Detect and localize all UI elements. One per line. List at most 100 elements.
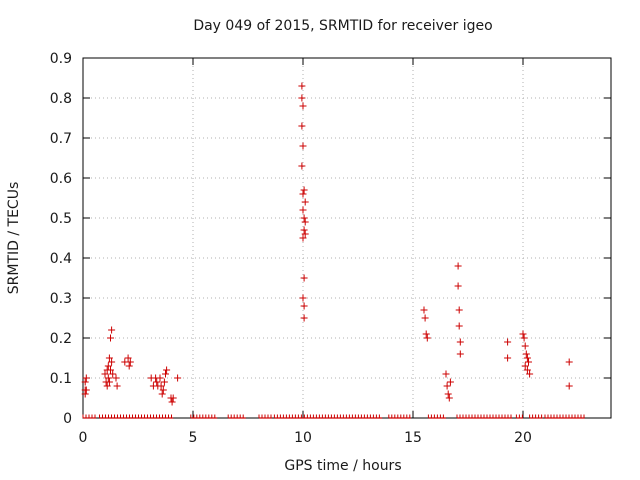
data-point bbox=[108, 358, 116, 366]
data-point bbox=[125, 362, 133, 370]
data-point bbox=[454, 262, 462, 270]
y-tick-label: 0.2 bbox=[50, 331, 72, 347]
data-point bbox=[82, 386, 90, 394]
y-tick-label: 0.4 bbox=[50, 251, 72, 267]
data-point bbox=[300, 186, 308, 194]
y-tick-label: 0.5 bbox=[50, 211, 72, 227]
data-point bbox=[124, 354, 132, 362]
data-point bbox=[108, 326, 116, 334]
zero-value-markers bbox=[82, 414, 585, 419]
data-point bbox=[420, 306, 428, 314]
data-point bbox=[300, 214, 308, 222]
data-point bbox=[525, 358, 532, 366]
grid-lines bbox=[83, 58, 611, 418]
data-point bbox=[156, 374, 164, 382]
data-point bbox=[300, 274, 308, 282]
y-tick-label: 0.9 bbox=[50, 51, 72, 67]
data-point bbox=[104, 374, 112, 382]
data-point bbox=[104, 362, 112, 370]
data-points bbox=[81, 82, 573, 406]
data-point bbox=[103, 382, 111, 390]
data-point bbox=[565, 358, 573, 366]
data-point bbox=[105, 378, 113, 386]
data-point bbox=[299, 234, 307, 242]
x-axis-label: GPS time / hours bbox=[284, 458, 401, 474]
data-point bbox=[299, 206, 307, 214]
data-point bbox=[422, 330, 430, 338]
data-point bbox=[174, 374, 182, 382]
data-point bbox=[82, 374, 90, 382]
data-point bbox=[521, 342, 529, 350]
x-tick-label: 10 bbox=[294, 430, 312, 446]
data-point bbox=[523, 366, 531, 374]
data-point bbox=[456, 350, 464, 358]
data-point bbox=[162, 370, 169, 378]
data-point bbox=[455, 322, 463, 330]
data-point bbox=[504, 338, 512, 346]
data-point bbox=[301, 198, 309, 206]
tick-labels: 0 5 10 15 20 0 0.1 0.2 0.3 0.4 0.5 0.6 0.7 0.8 0.9 bbox=[50, 51, 532, 446]
data-point bbox=[421, 314, 429, 322]
x-tick-label: 15 bbox=[404, 430, 422, 446]
y-tick-label: 0.8 bbox=[50, 91, 72, 107]
data-point bbox=[81, 390, 89, 398]
data-point bbox=[299, 190, 307, 198]
data-point bbox=[520, 334, 528, 342]
data-point bbox=[565, 382, 573, 390]
data-point bbox=[157, 382, 165, 390]
data-point bbox=[300, 226, 308, 234]
data-point bbox=[300, 314, 308, 322]
data-point bbox=[299, 142, 307, 150]
data-point bbox=[109, 370, 117, 378]
data-point bbox=[168, 398, 176, 406]
data-point bbox=[298, 82, 306, 90]
data-point bbox=[521, 362, 529, 370]
data-point bbox=[105, 354, 113, 362]
data-point bbox=[298, 162, 306, 170]
data-point bbox=[443, 382, 451, 390]
chart-title: Day 049 of 2015, SRMTID for receiver ige… bbox=[193, 18, 492, 34]
data-point bbox=[299, 102, 307, 110]
data-point bbox=[423, 334, 431, 342]
data-point bbox=[454, 282, 462, 290]
data-point bbox=[300, 302, 308, 310]
data-point bbox=[113, 382, 121, 390]
data-point bbox=[112, 374, 120, 382]
data-point bbox=[107, 334, 114, 342]
data-point bbox=[101, 370, 109, 378]
y-tick-label: 0.1 bbox=[50, 371, 72, 387]
data-point bbox=[456, 338, 464, 346]
data-point bbox=[504, 354, 512, 362]
data-point bbox=[107, 366, 114, 374]
data-point bbox=[163, 366, 171, 374]
data-point bbox=[446, 378, 454, 386]
data-point bbox=[298, 122, 306, 130]
y-tick-label: 0.7 bbox=[50, 131, 72, 147]
data-point bbox=[153, 378, 161, 386]
data-point bbox=[81, 378, 89, 386]
x-tick-label: 0 bbox=[79, 430, 88, 446]
data-point bbox=[455, 306, 463, 314]
y-tick-label: 0.6 bbox=[50, 171, 72, 187]
data-point bbox=[301, 230, 309, 238]
data-point bbox=[169, 394, 177, 402]
x-tick-label: 5 bbox=[189, 430, 198, 446]
data-point bbox=[301, 218, 309, 226]
data-point bbox=[445, 394, 453, 402]
y-tick-label: 0 bbox=[63, 411, 72, 427]
data-point bbox=[299, 294, 307, 302]
data-point bbox=[523, 354, 531, 362]
data-point bbox=[126, 358, 134, 366]
y-axis-label: SRMTID / TECUs bbox=[6, 182, 22, 295]
data-point bbox=[159, 386, 167, 394]
x-tick-label: 20 bbox=[514, 430, 532, 446]
data-point bbox=[158, 390, 166, 398]
data-point bbox=[298, 94, 306, 102]
data-point bbox=[160, 378, 168, 386]
data-point bbox=[444, 390, 452, 398]
data-point bbox=[522, 350, 530, 358]
data-point bbox=[442, 370, 450, 378]
